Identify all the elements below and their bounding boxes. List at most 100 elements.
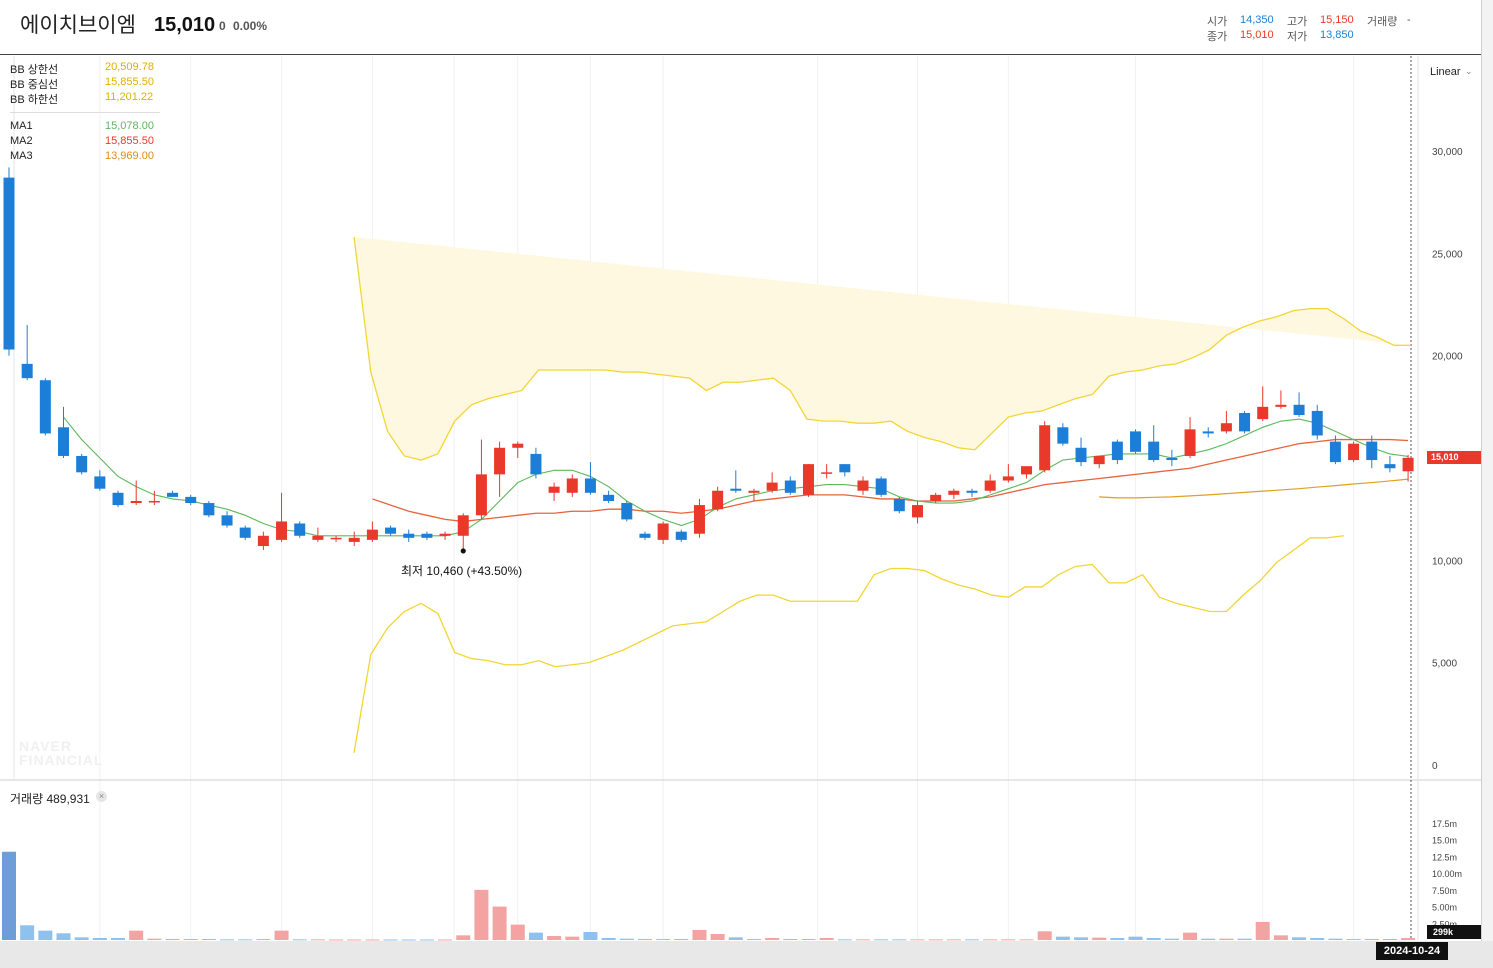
candle-body <box>1075 447 1087 463</box>
candle-body <box>839 464 851 473</box>
candle-body <box>330 537 342 540</box>
candle-body <box>875 478 887 495</box>
candle-body <box>966 490 978 493</box>
legend-ma2-value: 15,855.50 <box>105 135 154 147</box>
price-axis-tick: 10,000 <box>1432 556 1463 567</box>
price-axis-tick: 5,000 <box>1432 659 1457 670</box>
candle-body <box>1402 457 1414 472</box>
candle-body <box>1220 423 1232 432</box>
volume-bar <box>601 937 616 940</box>
volume-bar <box>20 925 35 940</box>
candle-body <box>76 455 88 473</box>
candle-body <box>566 478 578 493</box>
volume-bar <box>1183 932 1198 940</box>
candle-body <box>1348 443 1360 461</box>
candle-body <box>348 537 360 542</box>
volume-bar <box>365 939 380 941</box>
candle-body <box>548 486 560 493</box>
volume-bar <box>1164 938 1179 940</box>
candle-body <box>385 527 397 534</box>
close-icon[interactable]: × <box>96 791 107 802</box>
volume-axis-tick: 5.00m <box>1432 903 1457 913</box>
chart-header: 에이치브이엠 15,010 0 0.00% 시가 14,350 고가 15,15… <box>0 0 1481 55</box>
right-scrollbar[interactable] <box>1482 0 1493 968</box>
volume-bar <box>547 935 562 940</box>
chevron-down-icon[interactable]: ⌄ <box>1465 66 1473 76</box>
price-change: 0 <box>219 19 226 33</box>
volume-bar <box>1037 931 1052 940</box>
legend-ma3-value: 13,969.00 <box>105 150 154 162</box>
volume-bar <box>637 938 652 940</box>
volume-bar <box>819 937 834 940</box>
volume-bar <box>692 929 707 940</box>
legend-ma3-label: MA3 <box>10 150 33 162</box>
volume-bar <box>401 939 416 941</box>
volume-bar <box>1328 938 1343 940</box>
volume-bar <box>1055 936 1070 940</box>
volume-bar <box>710 933 725 940</box>
candle-body <box>857 480 869 491</box>
legend-ma1-value: 15,078.00 <box>105 120 154 132</box>
volume-bar <box>1382 938 1397 940</box>
time-axis-strip <box>0 941 1493 968</box>
candle-body <box>1384 464 1396 469</box>
candle-body <box>512 443 524 448</box>
volume-panel-label: 거래량 489,931 <box>10 792 90 806</box>
volume-bar <box>383 939 398 941</box>
volume-bar <box>201 938 216 940</box>
volume-bar <box>92 937 107 940</box>
candle-body <box>639 533 651 538</box>
volume-axis-tick: 15.0m <box>1432 836 1457 846</box>
candle-body <box>893 498 905 512</box>
candle-body <box>784 480 796 493</box>
volume-bar <box>674 938 689 940</box>
volume-bar <box>1273 935 1288 940</box>
volume-bar <box>783 938 798 940</box>
volume-bar <box>528 932 543 940</box>
volume-bar <box>111 937 126 940</box>
scale-mode-button[interactable]: Linear <box>1430 66 1461 78</box>
candle-body <box>1057 427 1069 444</box>
volume-value: - <box>1407 14 1411 26</box>
volume-axis-tick: 17.5m <box>1432 819 1457 829</box>
volume-bar <box>946 939 961 941</box>
volume-bar <box>892 939 907 941</box>
candle-body <box>984 480 996 491</box>
volume-bar <box>419 939 434 941</box>
candle-body <box>148 500 160 503</box>
legend-ma2-label: MA2 <box>10 135 33 147</box>
legend-divider <box>10 112 160 113</box>
candle-body <box>1002 476 1014 481</box>
legend-bb-mid-value: 15,855.50 <box>105 76 154 88</box>
candle-body <box>693 505 705 534</box>
volume-label: 거래량 <box>1367 16 1398 28</box>
volume-bar <box>329 939 344 941</box>
volume-bar <box>874 939 889 941</box>
candle-body <box>3 177 15 350</box>
ma1-line <box>63 416 1409 537</box>
chart-canvas[interactable]: 30,000 25,000 20,000 10,000 5,000 0 17.5m 15.0m… <box>0 0 1481 941</box>
candle-body <box>1039 425 1051 471</box>
volume-bar <box>56 933 71 940</box>
candle-body <box>221 515 233 526</box>
volume-bar <box>292 939 307 941</box>
bb-lower-line <box>353 535 1344 753</box>
candle-body <box>130 500 142 504</box>
current-price-badge: 15,010 <box>1427 451 1481 464</box>
volume-bar <box>1237 938 1252 940</box>
ma2-line <box>372 438 1409 523</box>
chart-panel: 에이치브이엠 15,010 0 0.00% 시가 14,350 고가 15,15… <box>0 0 1482 941</box>
low-value: 13,850 <box>1320 29 1354 41</box>
volume-bar <box>456 935 471 940</box>
candle-body <box>439 533 451 536</box>
price-axis-tick: 25,000 <box>1432 249 1463 260</box>
price-axis-tick: 30,000 <box>1432 147 1463 158</box>
volume-bar <box>746 938 761 940</box>
volume-bar <box>1128 936 1143 940</box>
candle-body <box>294 523 306 536</box>
watermark-line-2: FINANCIAL <box>19 752 104 768</box>
candle-body <box>766 482 778 491</box>
volume-bar <box>837 939 852 941</box>
legend-bb-lower-label: BB 하한선 <box>10 94 59 106</box>
volume-bar <box>238 939 253 941</box>
